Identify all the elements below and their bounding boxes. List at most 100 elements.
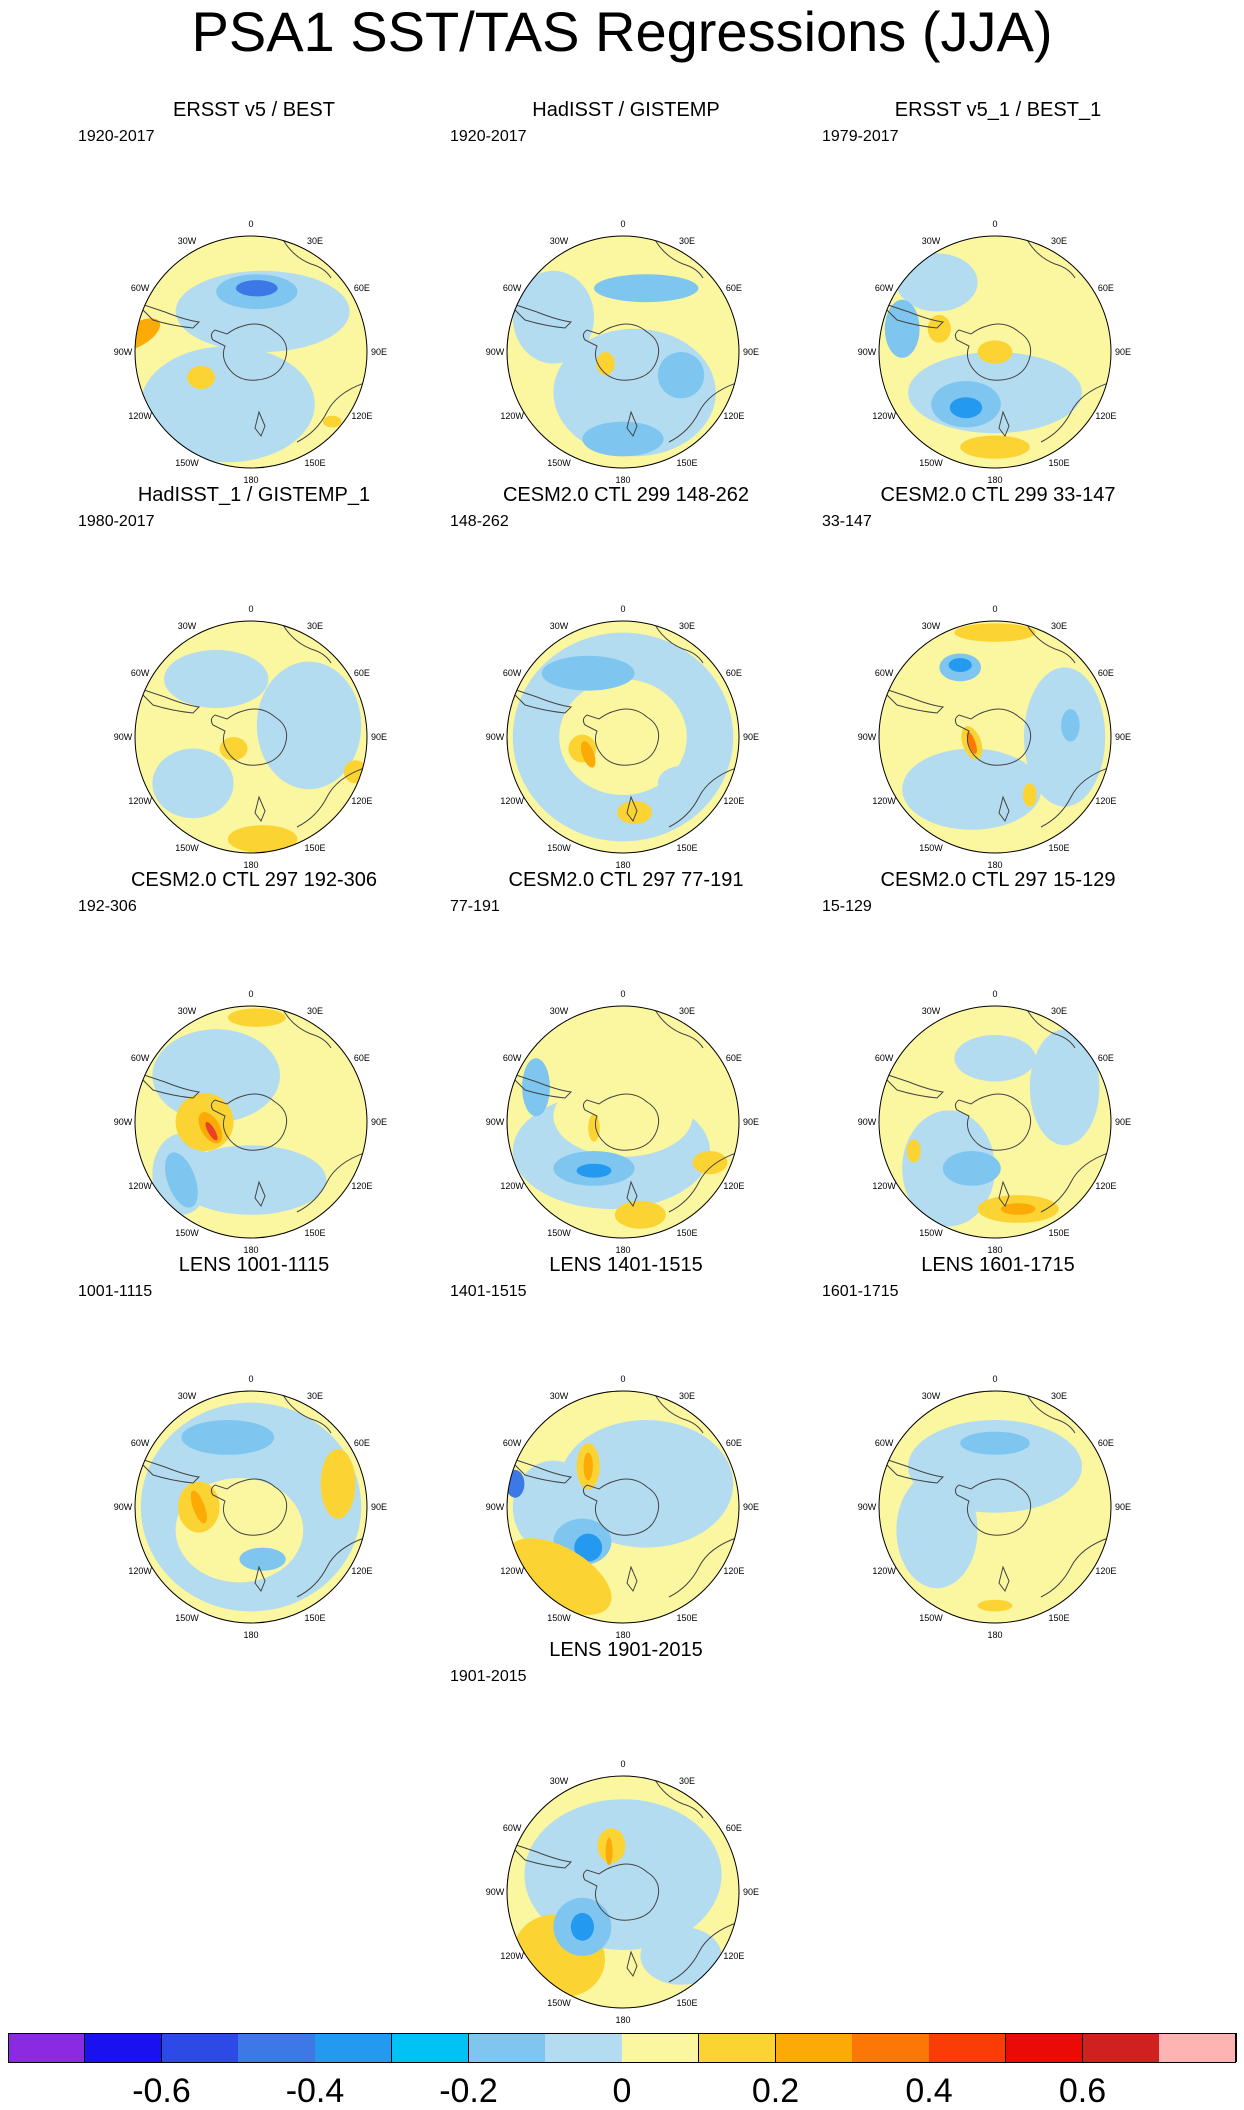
australia-coastline	[1040, 766, 1111, 828]
new-zealand-coastline	[626, 410, 638, 438]
antarctica-coastline	[210, 323, 288, 381]
longitude-label: 180	[243, 1630, 258, 1640]
longitude-label: 30E	[679, 621, 695, 631]
longitude-label: 90E	[1115, 347, 1131, 357]
australia-coastline	[296, 1151, 367, 1213]
anomaly-region	[576, 1163, 612, 1178]
anomaly-region	[896, 1472, 978, 1589]
panel-period: 1979-2017	[822, 128, 899, 145]
africa-coastline	[652, 621, 704, 664]
colorbar-swatch	[622, 2033, 700, 2062]
longitude-label: 120E	[1095, 796, 1116, 806]
map-border	[506, 235, 740, 469]
longitude-label: 90W	[858, 1502, 877, 1512]
new-zealand-coastline	[998, 795, 1010, 823]
anomaly-region	[906, 1139, 921, 1163]
anomaly-region	[559, 1420, 734, 1548]
longitude-label: 120E	[723, 1566, 744, 1576]
longitude-label: 150W	[547, 1228, 571, 1238]
anomaly-region	[1029, 1029, 1100, 1146]
sst-field	[135, 236, 367, 468]
longitude-label: 150E	[1048, 843, 1069, 853]
map-border	[506, 620, 740, 854]
anomaly-region	[1022, 783, 1037, 807]
south-america-coastline	[507, 686, 573, 714]
polar-map: 0 30E 60E 90E 120E 150E 180 150W 120W 90W 60W 30W	[486, 1374, 759, 1640]
anomaly-region	[582, 421, 664, 457]
australia-coastline	[668, 766, 739, 828]
longitude-label: 30E	[1051, 1006, 1067, 1016]
longitude-label: 30E	[679, 1391, 695, 1401]
map-border	[878, 620, 1112, 854]
map-panel-1: ERSST v5 / BEST 1920-2017 0 30E 60E 90E 120E…	[64, 98, 444, 485]
anomaly-region	[884, 299, 920, 358]
map-border	[506, 1775, 740, 2009]
longitude-label: 60W	[875, 283, 894, 293]
longitude-label: 60W	[875, 1438, 894, 1448]
longitude-label: 120W	[128, 1181, 152, 1191]
longitude-label: 30E	[307, 236, 323, 246]
sst-field	[507, 1006, 739, 1238]
anomaly-region	[966, 731, 977, 754]
longitude-label: 150E	[304, 1613, 325, 1623]
sst-field	[879, 621, 1111, 853]
longitude-label: 90W	[114, 1502, 133, 1512]
panel-period: 33-147	[822, 513, 872, 530]
longitude-label: 30E	[679, 1776, 695, 1786]
longitude-label: 180	[615, 2015, 630, 2025]
longitude-label: 60W	[131, 668, 150, 678]
africa-coastline	[1024, 236, 1076, 279]
longitude-label: 30W	[550, 1776, 569, 1786]
longitude-label: 150E	[1048, 1228, 1069, 1238]
longitude-label: 150W	[919, 1228, 943, 1238]
longitude-label: 30W	[178, 236, 197, 246]
longitude-label: 120E	[351, 1181, 372, 1191]
longitude-label: 150E	[304, 843, 325, 853]
map-panel-2: HadISST / GISTEMP 1920-2017 0 30E 60E 90E 12…	[436, 98, 816, 485]
figure-title: PSA1 SST/TAS Regressions (JJA)	[191, 0, 1053, 63]
longitude-label: 180	[615, 860, 630, 870]
map-panel-8: CESM2.0 CTL 297 77-191 77-191 0 30E 60E 90E…	[436, 868, 816, 1255]
panel-title: LENS 1001-1115	[178, 1254, 330, 1276]
south-america-coastline	[507, 301, 573, 329]
polar-map: 0 30E 60E 90E 120E 150E 180 150W 120W 90W 60W 30W	[114, 219, 387, 485]
longitude-label: 60W	[503, 1438, 522, 1448]
map-panel-12: LENS 1601-1715 1601-1715 0 30E 60E 90E 120E 1…	[808, 1253, 1188, 1640]
panel-period: 192-306	[78, 898, 137, 915]
longitude-label: 90E	[743, 1887, 759, 1897]
longitude-label: 60E	[1098, 283, 1114, 293]
longitude-label: 150W	[919, 843, 943, 853]
longitude-label: 120E	[723, 1181, 744, 1191]
longitude-label: 180	[987, 1630, 1002, 1640]
longitude-label: 30E	[1051, 1391, 1067, 1401]
longitude-label: 0	[248, 604, 253, 614]
africa-coastline	[1024, 1006, 1076, 1049]
anomaly-region	[657, 352, 705, 399]
anomaly-region	[949, 397, 983, 419]
polar-map: 0 30E 60E 90E 120E 150E 180 150W 120W 90W 60W 30W	[114, 1374, 387, 1640]
longitude-label: 90W	[486, 732, 505, 742]
longitude-label: 60W	[875, 668, 894, 678]
new-zealand-coastline	[626, 1180, 638, 1208]
colorbar-swatch	[468, 2033, 546, 2062]
longitude-label: 30W	[550, 236, 569, 246]
anomaly-region	[235, 280, 278, 297]
anomaly-region	[570, 1912, 594, 1941]
longitude-label: 0	[992, 604, 997, 614]
anomaly-region	[522, 1058, 550, 1117]
longitude-label: 30E	[307, 1006, 323, 1016]
longitude-label: 60E	[354, 283, 370, 293]
antarctica-coastline	[954, 1478, 1032, 1536]
panel-period: 1601-1715	[822, 1283, 899, 1300]
longitude-label: 0	[992, 219, 997, 229]
longitude-label: 60E	[726, 668, 742, 678]
anomaly-region	[320, 1449, 356, 1519]
map-panel-3: ERSST v5_1 / BEST_1 1979-2017 0 30E 60E 90E…	[808, 98, 1188, 485]
polar-map: 0 30E 60E 90E 120E 150E 180 150W 120W 90W 60W 30W	[114, 604, 387, 870]
map-panel-13: LENS 1901-2015 1901-2015 0 30E 60E 90E 120E 1…	[436, 1638, 816, 2025]
anomaly-region	[164, 1152, 198, 1208]
longitude-label: 90E	[1115, 732, 1131, 742]
south-america-coastline	[135, 1071, 201, 1099]
anomaly-region	[588, 1113, 600, 1142]
longitude-label: 60E	[1098, 1053, 1114, 1063]
